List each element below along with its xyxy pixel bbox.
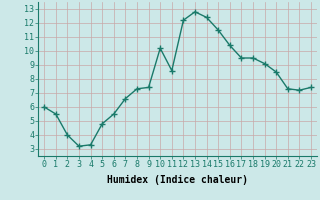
X-axis label: Humidex (Indice chaleur): Humidex (Indice chaleur) <box>107 175 248 185</box>
